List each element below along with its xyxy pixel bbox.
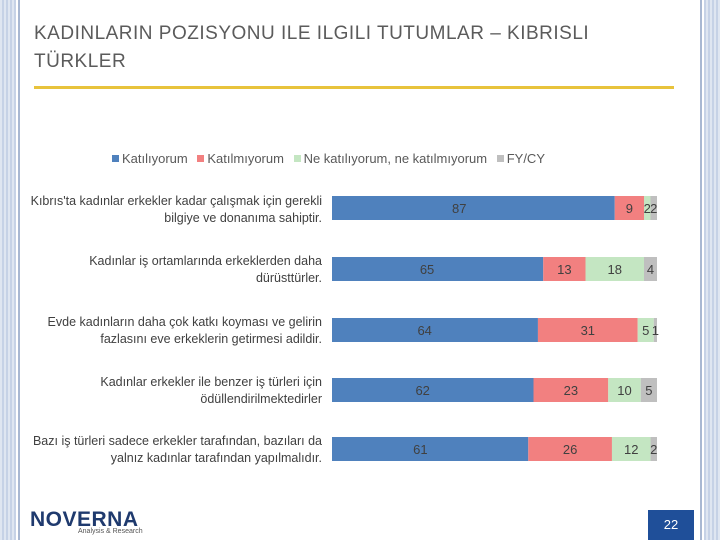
category-label: Evde kadınların daha çok katkı koyması v… <box>47 315 322 346</box>
data-label: 10 <box>617 383 631 398</box>
data-label: 9 <box>626 201 633 216</box>
legend-swatch <box>293 155 301 162</box>
data-label: 4 <box>647 262 654 277</box>
bar-segment <box>608 378 641 402</box>
bar-segment <box>614 196 644 220</box>
data-label: 13 <box>557 262 571 277</box>
data-label: 31 <box>581 323 595 338</box>
data-label: 2 <box>650 201 657 216</box>
legend-label: Katılmıyorum <box>207 151 284 166</box>
legend-item-neutral: Ne katılıyorum, ne katılmıyorum <box>293 151 488 166</box>
slide-title: Kadınların Pozisyonu ile ilgili Tutumlar… <box>34 23 590 72</box>
data-label: 12 <box>624 442 638 457</box>
data-label: 1 <box>652 323 659 338</box>
slide-frame-line-left <box>18 0 20 540</box>
bar-segment <box>650 196 657 220</box>
legend-swatch <box>112 155 119 162</box>
bar-segment <box>644 196 651 220</box>
legend-swatch <box>496 155 504 162</box>
category-label: Kadınlar iş ortamlarında erkeklerden dah… <box>89 254 322 285</box>
logo-subtext: Analysis & Research <box>78 528 143 535</box>
bar-segment <box>611 437 651 461</box>
bar-segment <box>640 378 657 402</box>
data-label: 65 <box>420 262 434 277</box>
legend-item-disagree: Katılmıyorum <box>197 151 284 166</box>
slide-frame-left <box>0 0 16 540</box>
bar-segment <box>533 378 609 402</box>
data-label: 26 <box>563 442 577 457</box>
bar-segment <box>585 257 644 281</box>
page-number: 22 <box>648 510 694 540</box>
legend-item-dk-na: FY/CY <box>496 151 545 166</box>
data-label: 5 <box>645 383 652 398</box>
legend-label: Katılıyorum <box>122 151 188 166</box>
legend-label: Ne katılıyorum, ne katılmıyorum <box>303 151 488 166</box>
legend-item-agree: Katılıyorum <box>112 151 188 166</box>
bar-segment <box>332 437 529 461</box>
bar-segment <box>528 437 612 461</box>
bar-segment <box>644 257 657 281</box>
legend-swatch <box>197 155 205 162</box>
data-label: 87 <box>452 201 466 216</box>
bar-segment <box>332 196 615 220</box>
bar-segment <box>332 318 538 342</box>
bar-segment <box>637 318 654 342</box>
data-label: 2 <box>644 201 651 216</box>
data-label: 5 <box>642 323 649 338</box>
bar-segment <box>332 378 534 402</box>
bar-segment <box>543 257 586 281</box>
data-label: 64 <box>417 323 431 338</box>
category-label: Kadınlar erkekler ile benzer iş türleri … <box>100 375 322 406</box>
slide-frame-right <box>704 0 720 540</box>
bar-segment <box>650 437 657 461</box>
category-label: Bazı iş türleri sadece erkekler tarafınd… <box>32 434 322 465</box>
noverna-logo: NOVERNA <box>30 508 139 531</box>
data-label: 23 <box>564 383 578 398</box>
bar-segment <box>332 257 544 281</box>
category-label: Kıbrıs'ta kadınlar erkekler kadar çalışm… <box>30 194 322 225</box>
data-label: 61 <box>413 442 427 457</box>
bar-segment <box>537 318 638 342</box>
legend-label: FY/CY <box>506 151 545 166</box>
slide-frame-line-right <box>700 0 702 540</box>
chart-legend: Katılıyorum Katılmıyorum Ne katılıyorum,… <box>112 150 551 166</box>
title-underline <box>34 86 674 89</box>
bar-segment <box>653 318 657 342</box>
data-label: 2 <box>650 442 657 457</box>
data-label: 62 <box>415 383 429 398</box>
data-label: 18 <box>608 262 622 277</box>
